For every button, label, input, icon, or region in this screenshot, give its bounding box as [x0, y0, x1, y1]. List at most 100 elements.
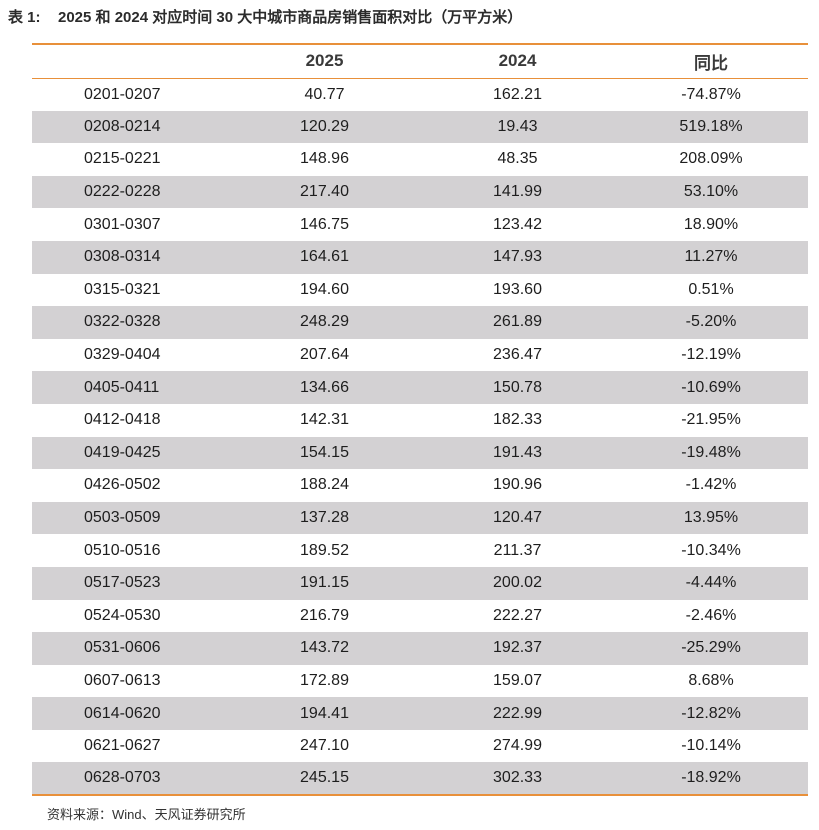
value-2024-cell: 182.33 — [493, 411, 542, 429]
value-2024-cell: 150.78 — [493, 378, 542, 396]
period-cell: 0614-0620 — [84, 704, 161, 722]
table-row: 0412-0418 142.31 182.33 -21.95% — [32, 404, 808, 437]
period-cell: 0301-0307 — [84, 215, 161, 233]
period-cell: 0517-0523 — [84, 574, 161, 592]
value-2025-cell: 40.77 — [304, 85, 345, 103]
yoy-cell: -4.44% — [685, 574, 737, 592]
value-2025-cell: 172.89 — [300, 671, 349, 689]
value-2024-cell: 19.43 — [497, 117, 538, 135]
table-row: 0405-0411 134.66 150.78 -10.69% — [32, 371, 808, 404]
value-2024-cell: 48.35 — [497, 150, 538, 168]
period-cell: 0621-0627 — [84, 737, 161, 755]
value-2025-cell: 146.75 — [300, 215, 349, 233]
period-cell: 0419-0425 — [84, 443, 161, 461]
table-row: 0621-0627 247.10 274.99 -10.14% — [32, 730, 808, 763]
value-2024-cell: 162.21 — [493, 85, 542, 103]
value-2025-cell: 194.60 — [300, 280, 349, 298]
value-2025-cell: 134.66 — [300, 378, 349, 396]
value-2025-cell: 142.31 — [300, 411, 349, 429]
yoy-cell: -74.87% — [681, 85, 741, 103]
header-yoy: 同比 — [694, 53, 728, 73]
yoy-cell: -5.20% — [685, 313, 737, 331]
period-cell: 0208-0214 — [84, 117, 161, 135]
table-row: 0628-0703 245.15 302.33 -18.92% — [32, 762, 808, 796]
table-row: 0510-0516 189.52 211.37 -10.34% — [32, 534, 808, 567]
table-row: 0301-0307 146.75 123.42 18.90% — [32, 208, 808, 241]
value-2024-cell: 191.43 — [493, 443, 542, 461]
header-2024: 2024 — [498, 51, 537, 71]
table-row: 0614-0620 194.41 222.99 -12.82% — [32, 697, 808, 730]
table-row: 0419-0425 154.15 191.43 -19.48% — [32, 436, 808, 470]
period-cell: 0607-0613 — [84, 671, 161, 689]
value-2024-cell: 159.07 — [493, 671, 542, 689]
yoy-cell: 0.51% — [688, 280, 734, 298]
yoy-cell: -10.34% — [681, 541, 741, 559]
value-2024-cell: 190.96 — [493, 476, 542, 494]
value-2025-cell: 148.96 — [300, 150, 349, 168]
value-2024-cell: 141.99 — [493, 183, 542, 201]
yoy-cell: -18.92% — [681, 769, 741, 787]
sales-area-table: 2025 2024 同比 0201-0207 40.77 162.21 -74.87%… — [32, 43, 808, 796]
table-body: 0201-0207 40.77 162.21 -74.87% 0208-0214 120.… — [32, 78, 808, 796]
yoy-cell: -12.82% — [681, 704, 741, 722]
value-2024-cell: 261.89 — [493, 313, 542, 331]
table-row: 0426-0502 188.24 190.96 -1.42% — [32, 469, 808, 502]
table-row: 0531-0606 143.72 192.37 -25.29% — [32, 632, 808, 665]
yoy-cell: -25.29% — [681, 639, 741, 657]
yoy-cell: -19.48% — [681, 443, 741, 461]
table-row: 0322-0328 248.29 261.89 -5.20% — [32, 306, 808, 339]
period-cell: 0322-0328 — [84, 313, 161, 331]
yoy-cell: 11.27% — [684, 248, 738, 266]
header-period — [32, 44, 228, 78]
value-2024-cell: 222.27 — [493, 606, 542, 624]
data-table-container: 2025 2024 同比 0201-0207 40.77 162.21 -74.87%… — [32, 43, 808, 796]
value-2024-cell: 302.33 — [493, 769, 542, 787]
table-caption: 表 1: 2025 和 2024 对应时间 30 大中城市商品房销售面积对比（万平… — [8, 6, 522, 30]
value-2024-cell: 192.37 — [493, 639, 542, 657]
value-2025-cell: 194.41 — [300, 704, 349, 722]
yoy-cell: 208.09% — [679, 150, 743, 168]
value-2024-cell: 200.02 — [493, 574, 542, 592]
value-2024-cell: 222.99 — [493, 704, 542, 722]
value-2025-cell: 120.29 — [300, 117, 349, 135]
table-row: 0208-0214 120.29 19.43 519.18% — [32, 110, 808, 144]
period-cell: 0524-0530 — [84, 606, 161, 624]
period-cell: 0201-0207 — [84, 85, 161, 103]
period-cell: 0510-0516 — [84, 541, 161, 559]
table-row: 0308-0314 164.61 147.93 11.27% — [32, 240, 808, 274]
source-note: 资料来源：Wind、天风证券研究所 — [47, 807, 246, 822]
period-cell: 0329-0404 — [84, 346, 161, 364]
yoy-cell: -12.19% — [681, 346, 741, 364]
table-row: 0607-0613 172.89 159.07 8.68% — [32, 665, 808, 698]
period-cell: 0215-0221 — [84, 150, 161, 168]
yoy-cell: 519.18% — [679, 117, 743, 135]
value-2025-cell: 164.61 — [300, 248, 349, 266]
period-cell: 0315-0321 — [84, 280, 161, 298]
yoy-cell: 53.10% — [683, 183, 739, 201]
value-2025-cell: 207.64 — [300, 346, 349, 364]
value-2025-cell: 188.24 — [300, 476, 349, 494]
value-2025-cell: 248.29 — [300, 313, 349, 331]
value-2024-cell: 211.37 — [493, 541, 542, 559]
value-2024-cell: 120.47 — [493, 509, 542, 527]
period-cell: 0308-0314 — [84, 248, 161, 266]
value-2025-cell: 154.15 — [300, 443, 349, 461]
table-row: 0517-0523 191.15 200.02 -4.44% — [32, 566, 808, 600]
period-cell: 0222-0228 — [84, 183, 161, 201]
caption-label: 表 1: — [8, 9, 41, 26]
table-row: 0524-0530 216.79 222.27 -2.46% — [32, 600, 808, 633]
table-row: 0215-0221 148.96 48.35 208.09% — [32, 143, 808, 176]
value-2025-cell: 143.72 — [300, 639, 349, 657]
value-2024-cell: 274.99 — [493, 737, 542, 755]
table-row: 0201-0207 40.77 162.21 -74.87% — [32, 78, 808, 111]
table-row: 0329-0404 207.64 236.47 -12.19% — [32, 339, 808, 372]
yoy-cell: -10.69% — [681, 378, 741, 396]
period-cell: 0628-0703 — [84, 769, 161, 787]
yoy-cell: 13.95% — [683, 509, 739, 527]
period-cell: 0503-0509 — [84, 509, 161, 527]
period-cell: 0412-0418 — [84, 411, 161, 429]
value-2025-cell: 247.10 — [300, 737, 349, 755]
yoy-cell: 8.68% — [688, 671, 734, 689]
table-row: 0315-0321 194.60 193.60 0.51% — [32, 274, 808, 307]
value-2024-cell: 236.47 — [493, 346, 542, 364]
